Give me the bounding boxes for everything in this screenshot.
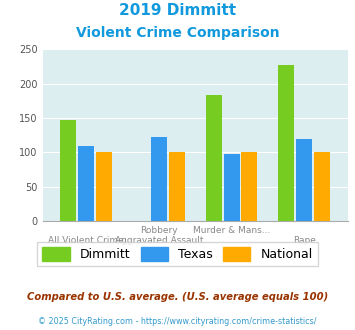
Bar: [151, 137, 167, 221]
Text: Rape: Rape: [293, 236, 316, 245]
Bar: [241, 152, 257, 221]
Bar: [314, 152, 330, 221]
Text: © 2025 CityRating.com - https://www.cityrating.com/crime-statistics/: © 2025 CityRating.com - https://www.city…: [38, 317, 317, 326]
Legend: Dimmitt, Texas, National: Dimmitt, Texas, National: [37, 242, 318, 266]
Text: Murder & Mans...: Murder & Mans...: [193, 226, 270, 235]
Text: All Violent Crime: All Violent Crime: [48, 236, 124, 245]
Bar: [296, 139, 312, 221]
Text: Aggravated Assault: Aggravated Assault: [115, 236, 203, 245]
Bar: [78, 146, 94, 221]
Bar: [206, 95, 222, 221]
Bar: [96, 152, 112, 221]
Bar: [278, 65, 294, 221]
Bar: [169, 152, 185, 221]
Text: Violent Crime Comparison: Violent Crime Comparison: [76, 26, 279, 40]
Bar: [224, 154, 240, 221]
Text: Robbery: Robbery: [140, 226, 178, 235]
Text: Compared to U.S. average. (U.S. average equals 100): Compared to U.S. average. (U.S. average …: [27, 292, 328, 302]
Bar: [60, 119, 76, 221]
Text: 2019 Dimmitt: 2019 Dimmitt: [119, 3, 236, 18]
